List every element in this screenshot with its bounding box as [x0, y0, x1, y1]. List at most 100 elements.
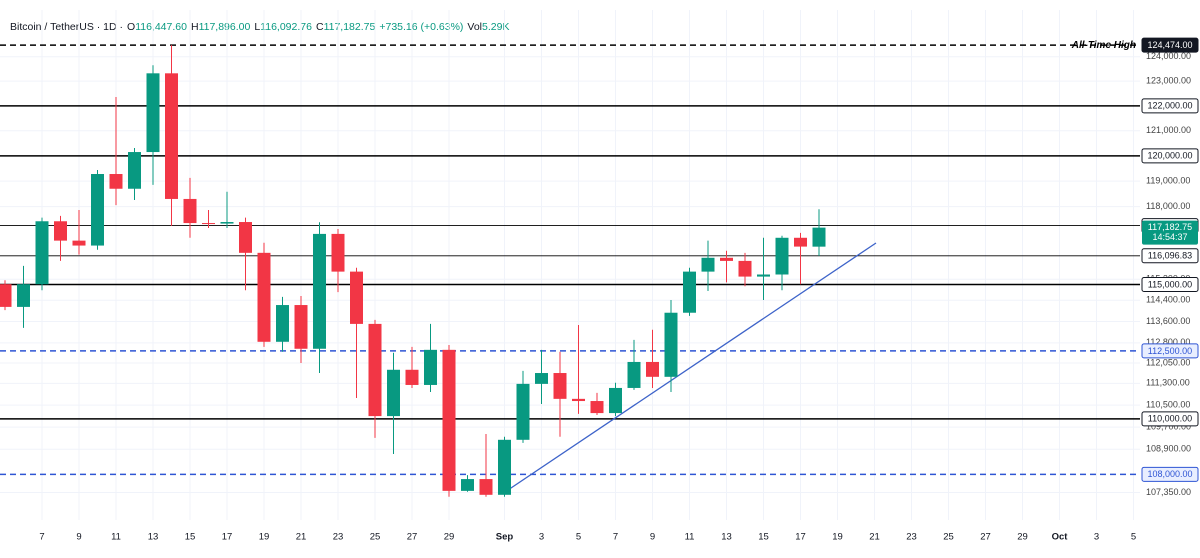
- level-label: 110,000.00: [1148, 414, 1192, 424]
- ohlc-label: H: [191, 21, 199, 33]
- y-tick-label: 112,050.00: [1146, 357, 1190, 367]
- ohlc-label: O: [127, 21, 135, 33]
- ohlc-value: 116,447.60: [135, 21, 187, 33]
- candle-body: [572, 398, 585, 402]
- y-tick-label: 108,900.00: [1146, 444, 1191, 454]
- level-label-box: [1141, 411, 1199, 427]
- x-tick-label: 11: [111, 532, 121, 543]
- level-label-box: [1141, 466, 1199, 482]
- candle-body: [590, 401, 604, 414]
- candle-body: [553, 373, 567, 399]
- candle-body: [0, 284, 12, 307]
- level-annotation: All-Time High: [1071, 40, 1136, 51]
- y-tick-label: 112,800.00: [1146, 337, 1190, 347]
- x-tick-label: 13: [721, 532, 732, 543]
- candle-body: [424, 349, 437, 385]
- y-tick-label: 109,700.00: [1146, 421, 1191, 431]
- y-tick-label: 121,000.00: [1146, 125, 1191, 135]
- candle-body: [479, 479, 493, 495]
- candle-body: [165, 73, 178, 199]
- x-tick-label: 3: [539, 532, 544, 543]
- x-tick-label: 9: [650, 532, 655, 543]
- x-tick-label: 3: [1094, 532, 1099, 543]
- x-tick-label: 23: [333, 532, 344, 543]
- candle-body: [294, 305, 308, 349]
- candle-body: [461, 479, 474, 491]
- x-tick-label: Oct: [1052, 532, 1069, 543]
- candle-body: [405, 369, 419, 385]
- x-tick-label: 27: [407, 532, 418, 543]
- chart-title: Bitcoin / TetherUS · 1D ·: [10, 21, 123, 33]
- level-label: 108,000.00: [1147, 469, 1192, 479]
- candle-body: [516, 383, 530, 440]
- candle-body: [757, 274, 770, 277]
- level-label: 120,000.00: [1147, 151, 1192, 161]
- candle-body: [350, 271, 363, 324]
- candle-body: [701, 257, 715, 272]
- level-label-box: [1141, 248, 1199, 264]
- level-label: 124,474.00: [1147, 40, 1192, 50]
- y-tick-label: 118,000.00: [1146, 201, 1190, 211]
- ohlc-label: L: [254, 21, 260, 33]
- candle-body: [72, 240, 86, 246]
- candle-body: [387, 369, 400, 417]
- y-tick-label: 124,000.00: [1146, 51, 1191, 61]
- level-label: 112,500.00: [1148, 346, 1192, 356]
- x-tick-label: 17: [222, 532, 233, 543]
- candle-body: [54, 221, 67, 241]
- x-tick-label: 15: [185, 532, 196, 543]
- candle-body: [498, 439, 511, 495]
- candle-body: [775, 237, 789, 275]
- x-tick-label: 19: [832, 532, 843, 543]
- volume-label: Vol: [467, 21, 482, 33]
- y-tick-label: 111,300.00: [1146, 378, 1190, 388]
- candle-body: [35, 221, 49, 285]
- level-label-box: [1141, 37, 1199, 53]
- y-tick-label: 119,000.00: [1146, 175, 1190, 185]
- x-tick-label: 5: [1131, 532, 1136, 543]
- candle-body: [368, 323, 382, 417]
- candle-body: [535, 373, 548, 384]
- x-tick-label: 11: [685, 532, 695, 543]
- level-label-box: [1141, 343, 1199, 359]
- candle-body: [794, 237, 807, 247]
- candle-body: [627, 361, 641, 388]
- y-tick-label: 114,400.00: [1146, 295, 1190, 305]
- candle-body: [276, 305, 289, 342]
- candle-body: [128, 152, 141, 189]
- candle-body: [683, 271, 696, 313]
- x-tick-label: 21: [869, 532, 880, 543]
- candle-body: [720, 257, 733, 261]
- candle-body: [17, 284, 30, 307]
- chart-header: Bitcoin / TetherUS · 1D · O116,447.60 H117…: [10, 21, 509, 33]
- candle-body: [812, 227, 826, 247]
- x-tick-label: 9: [76, 532, 81, 543]
- candle-body: [91, 174, 104, 246]
- candle-body: [183, 198, 197, 224]
- candle-body: [646, 361, 659, 377]
- candle-body: [257, 252, 271, 342]
- y-tick-label: 110,500.00: [1146, 400, 1190, 410]
- x-tick-label: Sep: [496, 532, 514, 543]
- change: +735.16 (+0.63%): [379, 21, 463, 33]
- y-tick-label: 113,600.00: [1146, 316, 1190, 326]
- x-tick-label: 25: [943, 532, 954, 543]
- price-tag-box: [1142, 220, 1198, 245]
- x-tick-label: 25: [370, 532, 381, 543]
- x-tick-label: 17: [795, 532, 806, 543]
- ohlc-label: C: [316, 21, 324, 33]
- candle-body: [220, 222, 234, 224]
- level-label-box: [1141, 98, 1199, 114]
- x-tick-label: 15: [758, 532, 769, 543]
- price-tag-countdown: 14:54:37: [1152, 232, 1187, 242]
- level-label: 116,096.83: [1148, 251, 1192, 261]
- ohlc-value: 116,092.76: [260, 21, 312, 33]
- candle-body: [313, 233, 326, 349]
- ohlc-value: 117,896.00: [199, 21, 251, 33]
- candle-body: [146, 73, 160, 153]
- level-label-box: [1141, 148, 1199, 164]
- price-tag-label: 117,182.75: [1148, 222, 1192, 232]
- x-tick-label: 23: [906, 532, 917, 543]
